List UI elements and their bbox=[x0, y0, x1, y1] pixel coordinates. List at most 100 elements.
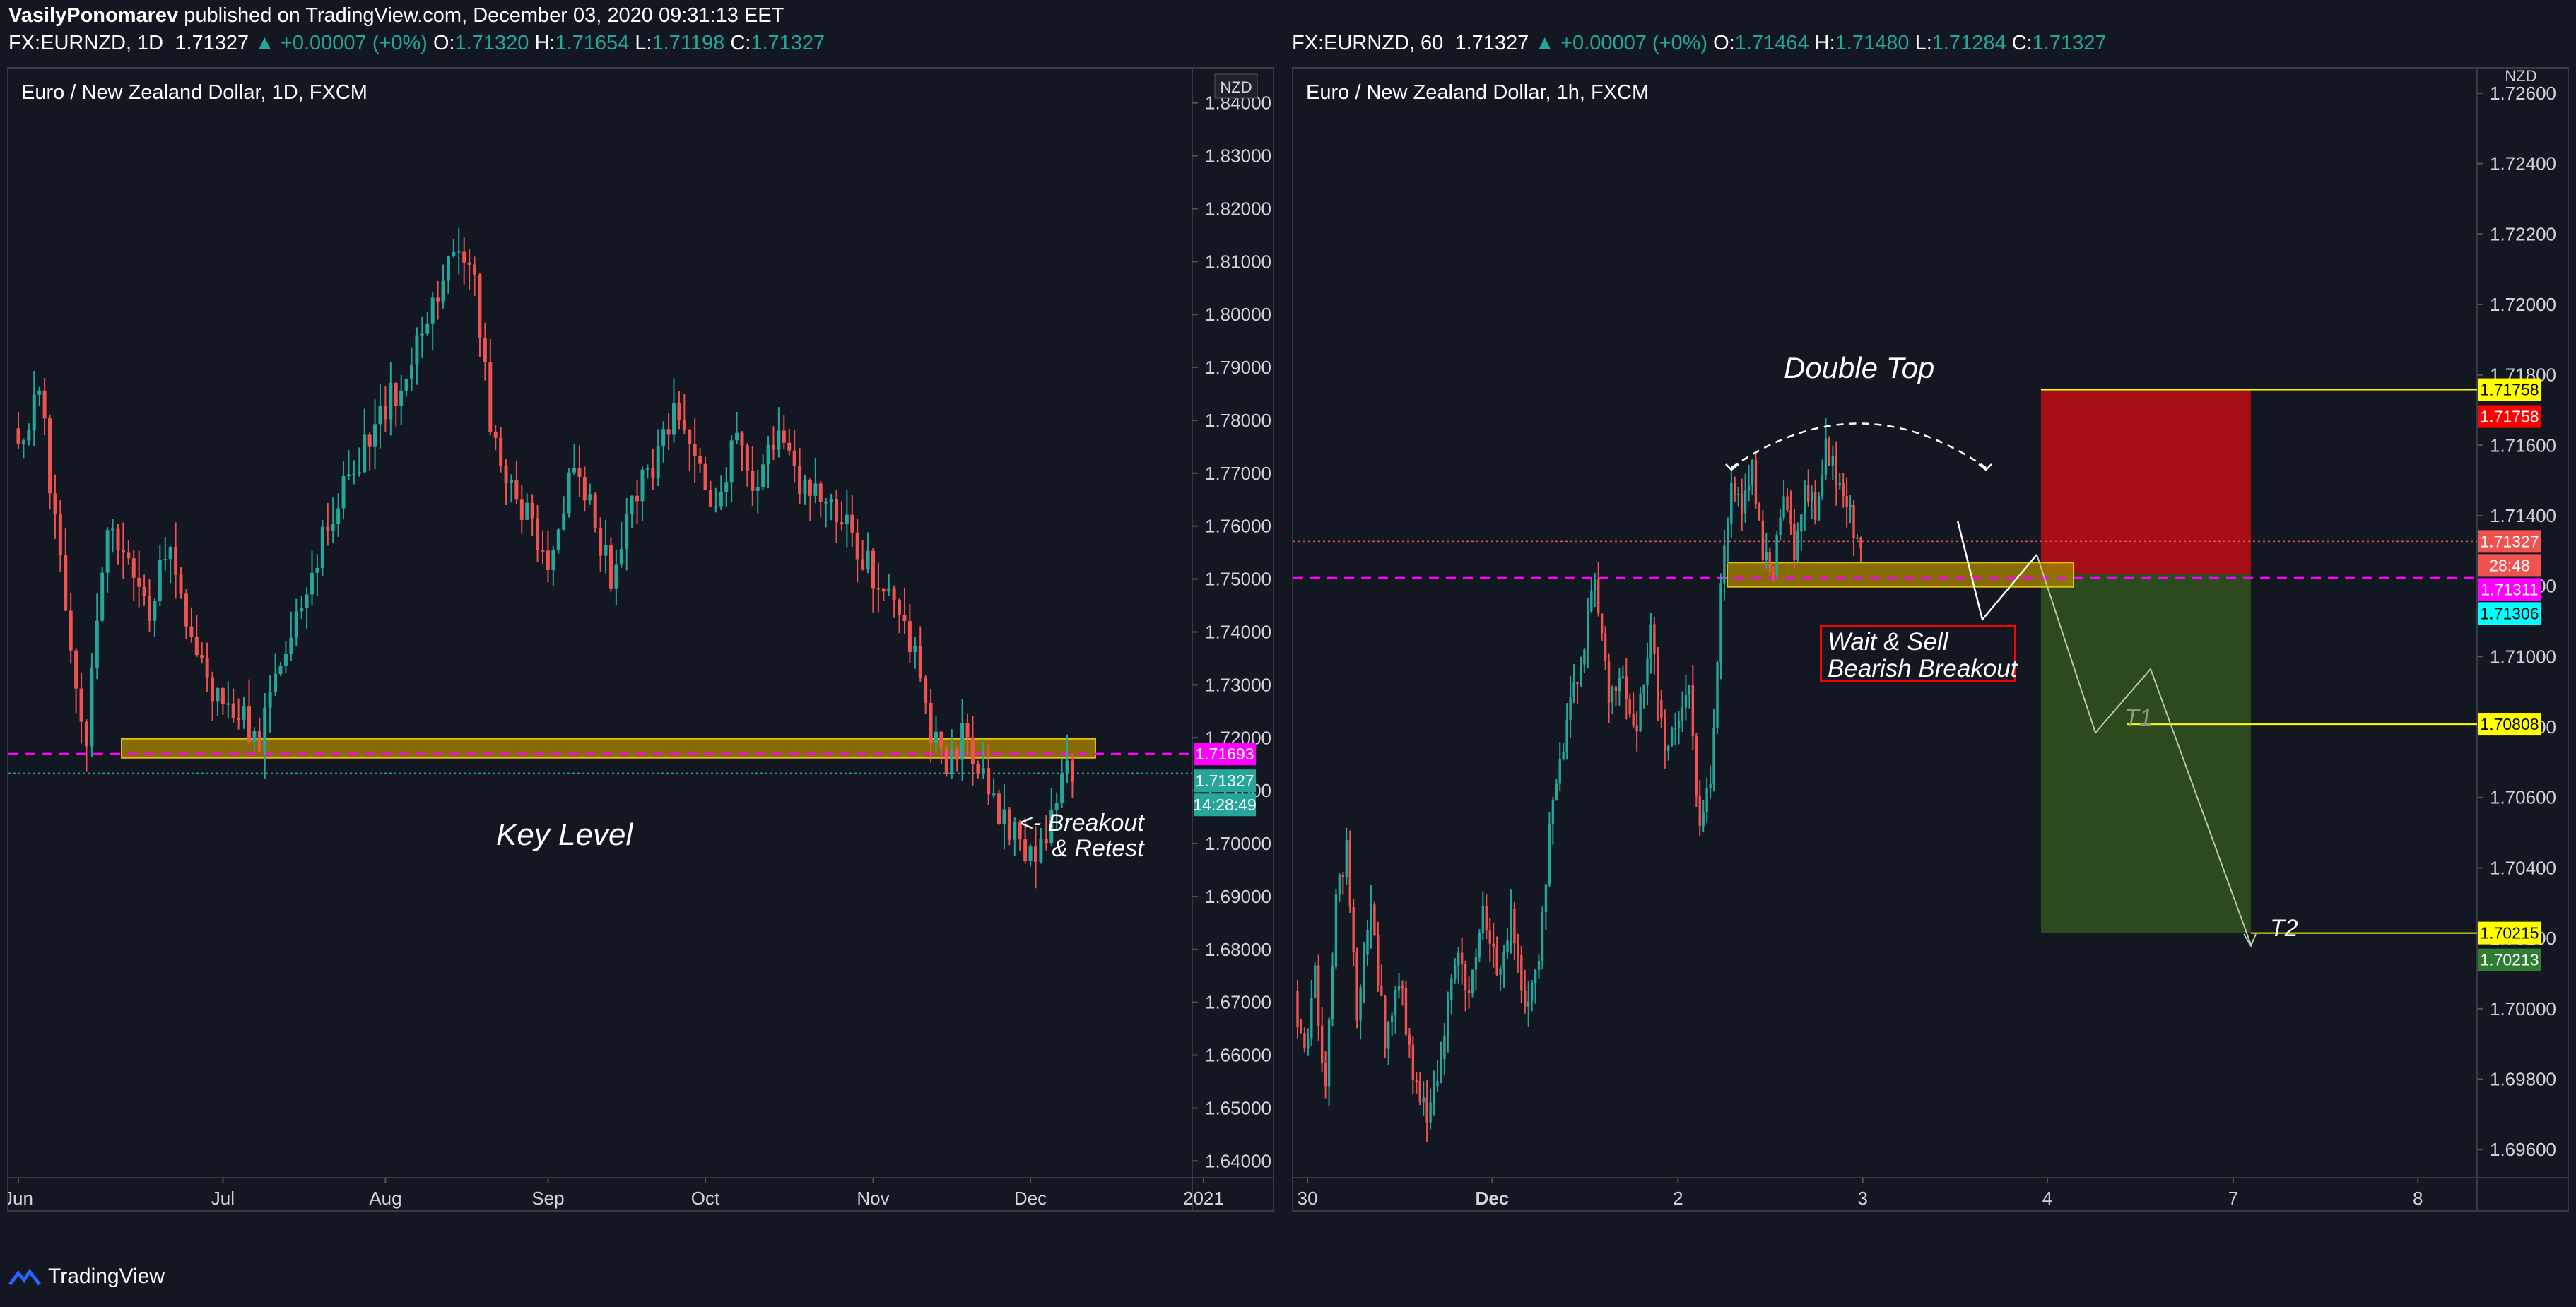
hourly-candle-body bbox=[1460, 952, 1464, 964]
hourly-candle-body bbox=[1380, 985, 1383, 996]
hourly-candle-body bbox=[1660, 699, 1663, 718]
hourly-candle-body bbox=[1590, 591, 1593, 612]
price-label-t2-bg bbox=[2478, 921, 2541, 945]
hourly-candle-body bbox=[1471, 969, 1474, 993]
daily-candle-body bbox=[902, 615, 907, 622]
daily-candle-body bbox=[556, 529, 560, 550]
hourly-candle-body bbox=[1300, 1027, 1302, 1034]
daily-chart-svg[interactable]: 1.840001.830001.820001.810001.800001.790… bbox=[8, 69, 1274, 1212]
price-tick-label: 1.70000 bbox=[1205, 833, 1271, 854]
daily-candle-body bbox=[467, 262, 471, 265]
daily-candle-body bbox=[283, 654, 288, 666]
daily-candle-body bbox=[367, 434, 372, 447]
price-tick-label: 1.70600 bbox=[2490, 787, 2556, 808]
hourly-candle-body bbox=[1572, 682, 1575, 697]
daily-candle-body bbox=[436, 297, 440, 302]
nzd-tag-bg bbox=[2500, 69, 2542, 85]
daily-candle-body bbox=[16, 428, 20, 444]
daily-candle-body bbox=[777, 430, 781, 450]
daily-candle-body bbox=[315, 567, 319, 573]
hourly-candle-body bbox=[1303, 1033, 1306, 1049]
price-tick-label: 1.65000 bbox=[1205, 1097, 1271, 1118]
daily-candle-body bbox=[310, 572, 314, 595]
hourly-candle-body bbox=[1817, 495, 1821, 521]
daily-candle-body bbox=[798, 466, 802, 495]
price-label-stop-red-bg bbox=[2478, 405, 2541, 428]
hourly-candle-body bbox=[1457, 952, 1460, 966]
daily-candle-body bbox=[509, 480, 513, 483]
daily-candle-body bbox=[64, 555, 68, 611]
hourly-candle-body bbox=[1320, 1025, 1324, 1063]
daily-candle-body bbox=[326, 526, 330, 531]
daily-candle-body bbox=[514, 480, 519, 500]
hourly-candle-body bbox=[1649, 624, 1652, 659]
daily-chart-title: Euro / New Zealand Dollar, 1D, FXCM bbox=[21, 81, 367, 104]
daily-candle-body bbox=[682, 420, 686, 430]
daily-candle-body bbox=[95, 620, 99, 668]
hourly-candle-body bbox=[1835, 456, 1837, 486]
daily-candle-body bbox=[274, 674, 278, 692]
publisher-user: VasilyPonomarev bbox=[8, 4, 179, 27]
daily-candle-body bbox=[305, 594, 309, 608]
daily-candle-body bbox=[829, 499, 833, 502]
price-tick-label: 1.69000 bbox=[1205, 886, 1271, 907]
daily-candle-body bbox=[383, 406, 387, 420]
daily-candle-body bbox=[373, 424, 377, 447]
daily-candle-body bbox=[614, 564, 618, 589]
hourly-chart-svg[interactable]: 1.726001.724001.722001.720001.718001.716… bbox=[1293, 69, 2569, 1212]
price-tick-label: 1.67000 bbox=[1205, 992, 1271, 1013]
time-tick-label: 7 bbox=[2228, 1188, 2238, 1209]
time-tick-label: Jul bbox=[211, 1188, 235, 1209]
double-top-arrow-left bbox=[1725, 463, 1739, 471]
daily-candle-body bbox=[981, 768, 985, 774]
daily-candle-body bbox=[200, 655, 204, 658]
daily-candle-body bbox=[127, 552, 131, 559]
daily-candle-body bbox=[792, 450, 796, 466]
daily-candle-body bbox=[111, 528, 115, 531]
price-label-t2: 1.70215 bbox=[2480, 924, 2539, 942]
price-label-stop-yellow-bg bbox=[2478, 378, 2541, 401]
hourly-candle-body bbox=[1772, 572, 1775, 575]
hourly-candle-body bbox=[1474, 957, 1478, 970]
daily-candle-body bbox=[211, 677, 215, 702]
daily-candle-body bbox=[168, 547, 172, 560]
daily-candle-body bbox=[504, 466, 508, 483]
daily-candle-body bbox=[876, 588, 881, 590]
hourly-candle-body bbox=[1639, 694, 1642, 732]
tradingview-logo[interactable]: TradingView bbox=[8, 1265, 165, 1289]
hourly-candle-body bbox=[1418, 1080, 1421, 1103]
price-tick-label: 1.68000 bbox=[1205, 939, 1271, 960]
right-open: 1.71464 bbox=[1734, 32, 1809, 54]
daily-candle-body bbox=[174, 547, 178, 575]
price-label-t1: 1.70808 bbox=[2480, 715, 2539, 733]
left-open: 1.71320 bbox=[454, 32, 529, 54]
daily-candle-body bbox=[729, 440, 734, 483]
daily-candle-body bbox=[866, 550, 870, 569]
price-label-stop-red: 1.71758 bbox=[2480, 408, 2539, 426]
price-label-t2-green: 1.70213 bbox=[2480, 951, 2539, 969]
daily-candle-body bbox=[987, 768, 991, 795]
hourly-candle-body bbox=[1695, 736, 1698, 796]
daily-candle-body bbox=[473, 264, 477, 275]
hourly-candle-body bbox=[1702, 812, 1705, 827]
daily-candle-body bbox=[300, 608, 304, 612]
daily-candle-body bbox=[247, 706, 251, 742]
hourly-candle-body bbox=[1370, 904, 1372, 930]
daily-candle-body bbox=[950, 749, 954, 774]
hourly-candle-body bbox=[1422, 1097, 1425, 1103]
hourly-candle-body bbox=[1681, 707, 1684, 721]
price-label-last: 1.71327 bbox=[1195, 771, 1254, 790]
hourly-chart-panel[interactable]: 1.72600 1.72400 1.72200 1.72000 1.71800 1.716… bbox=[1292, 67, 2569, 1212]
tradingview-brand: TradingView bbox=[48, 1265, 165, 1288]
double-top-label: Double Top bbox=[1784, 351, 1935, 384]
daily-candle-body bbox=[708, 490, 712, 507]
hourly-candle-body bbox=[1642, 685, 1645, 694]
time-tick-label: 3 bbox=[1857, 1188, 1867, 1209]
price-tick-label: 1.71000 bbox=[2490, 646, 2556, 667]
double-top-arc bbox=[1731, 422, 1987, 469]
daily-candle-body bbox=[703, 463, 707, 490]
hourly-candle-body bbox=[1485, 906, 1488, 930]
hourly-candle-body bbox=[1314, 965, 1317, 998]
hourly-candle-body bbox=[1628, 699, 1631, 714]
daily-chart-panel[interactable]: 1.84000 1.83000 1.82000 1.81000 1.80000 1.790… bbox=[7, 67, 1274, 1212]
